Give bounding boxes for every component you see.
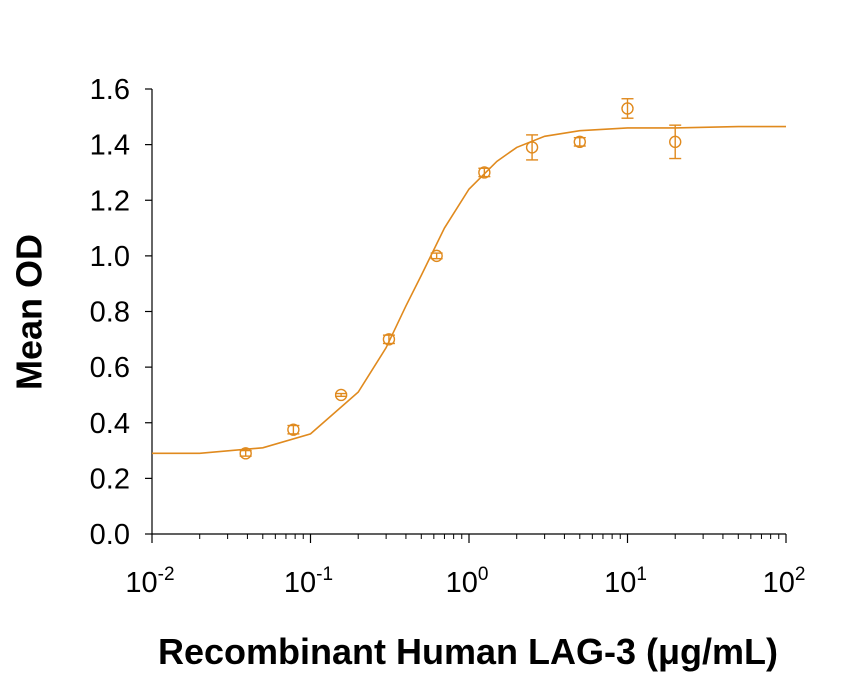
y-tick-label: 0.2 [90,463,130,495]
x-axis-title: Recombinant Human LAG-3 (μg/mL) [158,631,778,672]
x-tick-exponent: 0 [478,564,489,585]
data-point [669,135,682,149]
fit-curve [152,125,786,455]
x-tick-exponent: -1 [316,564,333,585]
data-point [573,135,586,149]
x-tick-label: 10-1 [284,564,333,599]
y-tick-label: 0.6 [90,352,130,384]
x-tick-exponent: 2 [795,564,806,585]
data-point [239,447,252,460]
x-tick-base: 10 [763,567,795,599]
y-tick-label: 1.6 [90,74,130,106]
data-point [287,423,300,436]
data-point [334,388,348,402]
data-point [430,249,443,263]
error-bar [239,449,252,457]
x-tick-exponent: -2 [158,564,175,585]
error-bar [669,124,682,160]
y-tick-label: 1.0 [90,241,130,273]
x-tick-base: 10 [284,567,316,599]
x-tick-base: 10 [604,567,636,599]
y-tick-label: 0.4 [90,408,130,440]
x-tick-exponent: 1 [636,564,647,585]
x-tick-label: 100 [446,564,489,599]
y-axis-title: Mean OD [9,234,50,390]
error-bar [335,392,348,398]
data-point [621,102,634,115]
data-point [478,166,491,179]
x-tick-label: 102 [763,564,806,599]
y-tick-label: 0.8 [90,297,130,329]
data-point [525,141,539,154]
error-bar [526,134,539,161]
y-tick-label: 0.0 [90,519,130,551]
x-tick-label: 101 [604,564,647,599]
y-tick-label: 1.4 [90,130,130,162]
data-point [382,333,396,346]
y-tick-label: 1.2 [90,185,130,217]
x-tick-label: 10-2 [125,564,174,599]
x-tick-base: 10 [125,567,157,599]
x-tick-base: 10 [446,567,478,599]
error-bar [621,98,634,119]
